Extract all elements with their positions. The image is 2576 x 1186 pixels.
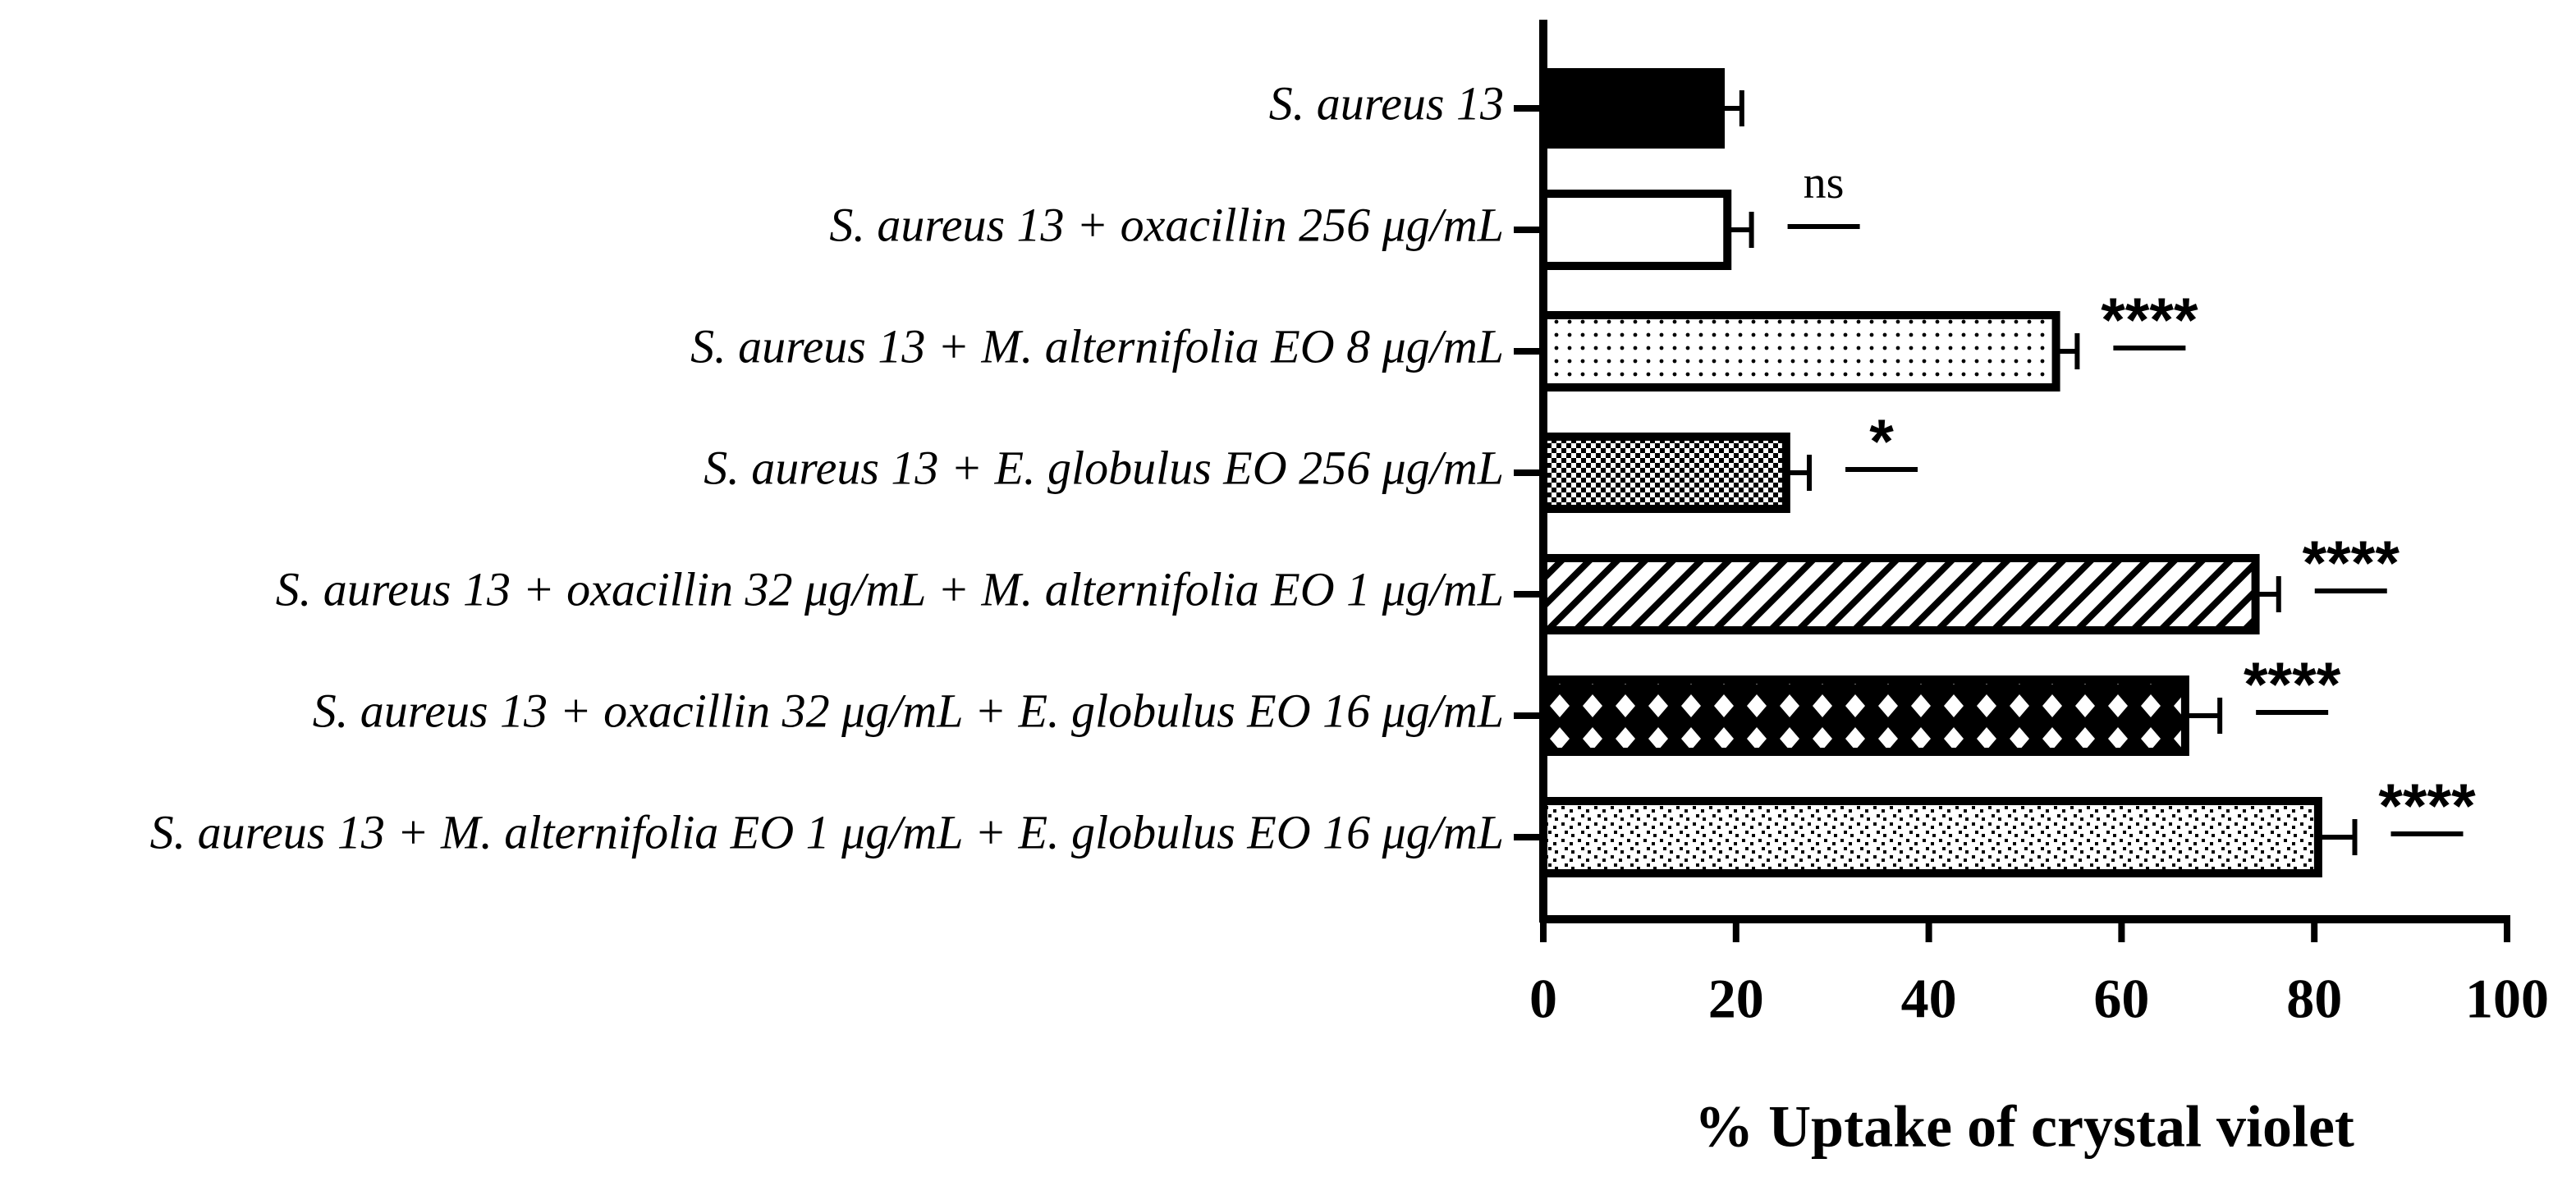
x-tick-label: 40 [1901, 968, 1957, 1030]
significance-label: * [1869, 407, 1894, 477]
x-tick-label: 0 [1529, 968, 1557, 1030]
bar [1539, 68, 1726, 149]
x-tick-label: 60 [2093, 968, 2149, 1030]
bar [1539, 433, 1790, 513]
x-tick-label: 100 [2465, 968, 2549, 1030]
x-tick-label: 20 [1708, 968, 1764, 1030]
significance-label: ns [1804, 158, 1845, 208]
bar [1539, 675, 2189, 756]
y-tick-label: S. aureus 13 + oxacillin 32 μg/mL + M. a… [276, 562, 1504, 616]
y-tick-label: S. aureus 13 + oxacillin 256 μg/mL [829, 198, 1504, 251]
y-tick-label: S. aureus 13 + E. globulus EO 256 μg/mL [704, 441, 1504, 494]
x-tick-label: 80 [2286, 968, 2342, 1030]
y-tick-label: S. aureus 13 + M. alternifolia EO 1 μg/m… [150, 805, 1504, 859]
bar [1539, 190, 1732, 270]
bar [1539, 554, 2260, 634]
significance-label: **** [2101, 286, 2198, 355]
y-tick-label: S. aureus 13 + M. alternifolia EO 8 μg/m… [690, 319, 1504, 373]
significance-label: **** [2378, 772, 2476, 841]
y-tick-label: S. aureus 13 [1269, 76, 1504, 130]
bar [1539, 311, 2060, 392]
significance-label: **** [2244, 650, 2341, 720]
y-tick-label: S. aureus 13 + oxacillin 32 μg/mL + E. g… [313, 684, 1504, 737]
bar [1539, 797, 2322, 877]
significance-label: **** [2303, 529, 2400, 598]
x-axis-title: % Uptake of crystal violet [1694, 1094, 2354, 1160]
